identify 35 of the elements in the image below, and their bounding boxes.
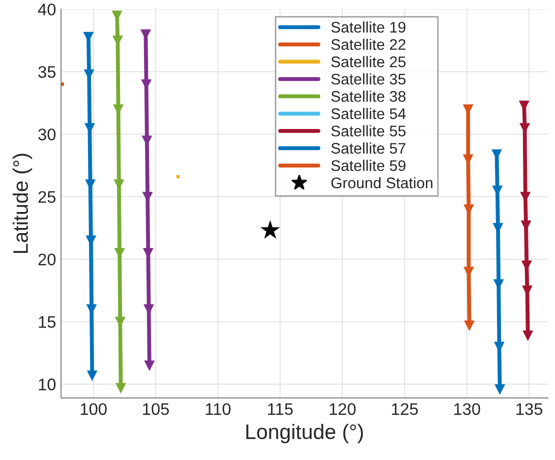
x-tick-label: 120 [330, 403, 356, 416]
x-tick-label: 125 [392, 403, 418, 416]
legend-label: Ground Station [331, 177, 432, 188]
legend-label: Satellite 57 [331, 142, 406, 154]
point [260, 220, 280, 239]
y-axis-title: Latitude (°) [12, 154, 32, 253]
y-tick-label: 30 [38, 128, 56, 140]
point [87, 370, 98, 380]
x-tick-label: 105 [143, 403, 169, 416]
y-tick-label: 10 [38, 378, 56, 390]
x-tick-label: 130 [454, 403, 480, 416]
point [116, 383, 126, 393]
y-tick-label: 15 [38, 316, 56, 328]
legend-label: Satellite 22 [331, 38, 406, 50]
point [464, 320, 474, 330]
y-tick-label: 20 [38, 254, 56, 266]
legend-label: Satellite 59 [331, 160, 406, 172]
point [144, 360, 154, 370]
x-tick-label: 135 [516, 403, 542, 416]
legend-label: Satellite 38 [331, 90, 406, 102]
y-tick-label: 40 [38, 4, 56, 16]
x-tick-label: 110 [206, 403, 231, 416]
legend-label: Satellite 19 [331, 21, 406, 33]
x-tick-label: 100 [80, 403, 107, 416]
x-axis-title: Longitude (°) [246, 424, 363, 444]
legend-label: Satellite 35 [331, 73, 406, 85]
legend-label: Satellite 55 [331, 125, 406, 136]
x-tick-label: 115 [268, 403, 293, 416]
y-tick-label: 25 [38, 191, 56, 203]
legend-label: Satellite 25 [331, 56, 406, 68]
point [176, 174, 180, 178]
point [523, 330, 533, 340]
legend-label: Satellite 54 [331, 108, 406, 120]
point [494, 384, 505, 394]
y-tick-label: 35 [38, 66, 56, 78]
